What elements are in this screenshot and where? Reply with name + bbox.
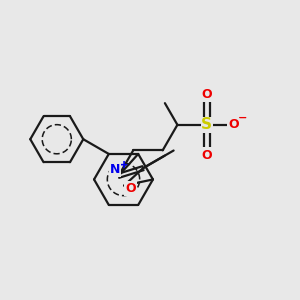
Text: O: O: [228, 118, 239, 131]
Text: O: O: [202, 149, 212, 162]
Text: S: S: [201, 117, 212, 132]
Text: +: +: [120, 160, 128, 170]
Text: O: O: [125, 182, 136, 195]
Text: O: O: [202, 149, 212, 162]
Text: O: O: [125, 182, 136, 195]
Text: +: +: [120, 160, 128, 170]
Text: N: N: [110, 163, 120, 176]
Text: O: O: [202, 88, 212, 101]
Text: −: −: [238, 113, 247, 123]
Text: O: O: [228, 118, 239, 131]
Text: N: N: [110, 163, 120, 176]
Text: O: O: [202, 88, 212, 101]
Text: −: −: [238, 113, 247, 123]
